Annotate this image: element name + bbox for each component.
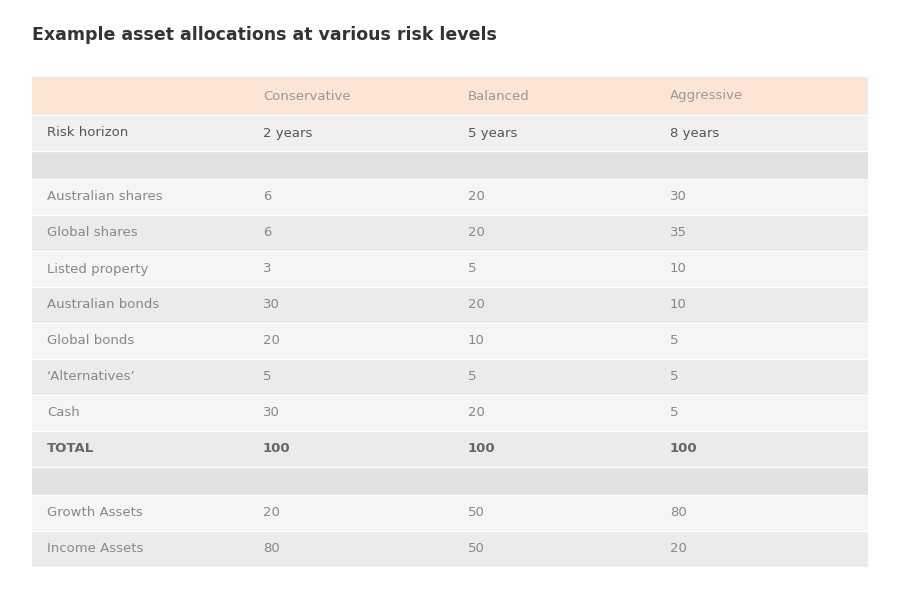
Text: Australian shares: Australian shares bbox=[47, 190, 163, 204]
Bar bbox=[32, 251, 867, 287]
Text: 10: 10 bbox=[468, 334, 484, 347]
Bar bbox=[32, 323, 867, 359]
Text: 6: 6 bbox=[263, 226, 271, 239]
Text: Listed property: Listed property bbox=[47, 263, 148, 275]
Text: 5: 5 bbox=[263, 371, 271, 383]
Text: 10: 10 bbox=[669, 263, 686, 275]
Text: Aggressive: Aggressive bbox=[669, 90, 743, 103]
Text: 20: 20 bbox=[669, 543, 686, 555]
Text: Example asset allocations at various risk levels: Example asset allocations at various ris… bbox=[32, 26, 496, 44]
Text: 35: 35 bbox=[669, 226, 686, 239]
Text: Conservative: Conservative bbox=[263, 90, 350, 103]
Bar bbox=[32, 395, 867, 431]
Text: Balanced: Balanced bbox=[468, 90, 529, 103]
Text: 20: 20 bbox=[468, 407, 484, 420]
Text: ‘Alternatives’: ‘Alternatives’ bbox=[47, 371, 135, 383]
Bar bbox=[32, 215, 867, 251]
Text: 3: 3 bbox=[263, 263, 271, 275]
Text: Global bonds: Global bonds bbox=[47, 334, 134, 347]
Text: 50: 50 bbox=[468, 506, 484, 519]
Text: 5: 5 bbox=[669, 407, 678, 420]
Text: Growth Assets: Growth Assets bbox=[47, 506, 142, 519]
Text: 100: 100 bbox=[468, 442, 495, 456]
Text: 20: 20 bbox=[263, 334, 279, 347]
Text: 8 years: 8 years bbox=[669, 127, 719, 140]
Bar bbox=[32, 431, 867, 467]
Text: 100: 100 bbox=[263, 442, 290, 456]
Text: 20: 20 bbox=[468, 298, 484, 312]
Text: 20: 20 bbox=[263, 506, 279, 519]
Text: 20: 20 bbox=[468, 226, 484, 239]
Text: Global shares: Global shares bbox=[47, 226, 138, 239]
Text: 30: 30 bbox=[669, 190, 686, 204]
Text: Risk horizon: Risk horizon bbox=[47, 127, 128, 140]
Bar bbox=[32, 115, 867, 151]
Text: 2 years: 2 years bbox=[263, 127, 312, 140]
Bar bbox=[32, 179, 867, 215]
Text: 5 years: 5 years bbox=[468, 127, 516, 140]
Bar bbox=[32, 495, 867, 531]
Text: 20: 20 bbox=[468, 190, 484, 204]
Text: 10: 10 bbox=[669, 298, 686, 312]
Bar bbox=[32, 151, 867, 179]
Text: Australian bonds: Australian bonds bbox=[47, 298, 159, 312]
Text: 6: 6 bbox=[263, 190, 271, 204]
Text: 100: 100 bbox=[669, 442, 697, 456]
Text: 80: 80 bbox=[669, 506, 686, 519]
Text: 50: 50 bbox=[468, 543, 484, 555]
Text: 30: 30 bbox=[263, 407, 279, 420]
Bar bbox=[32, 531, 867, 567]
Text: 5: 5 bbox=[669, 334, 678, 347]
Text: 5: 5 bbox=[669, 371, 678, 383]
Text: Cash: Cash bbox=[47, 407, 80, 420]
Text: Income Assets: Income Assets bbox=[47, 543, 143, 555]
Text: 5: 5 bbox=[468, 263, 476, 275]
Text: TOTAL: TOTAL bbox=[47, 442, 94, 456]
Text: 80: 80 bbox=[263, 543, 279, 555]
Bar bbox=[32, 77, 867, 115]
Text: 30: 30 bbox=[263, 298, 279, 312]
Bar bbox=[32, 359, 867, 395]
Bar bbox=[32, 467, 867, 495]
Bar bbox=[32, 287, 867, 323]
Text: 5: 5 bbox=[468, 371, 476, 383]
